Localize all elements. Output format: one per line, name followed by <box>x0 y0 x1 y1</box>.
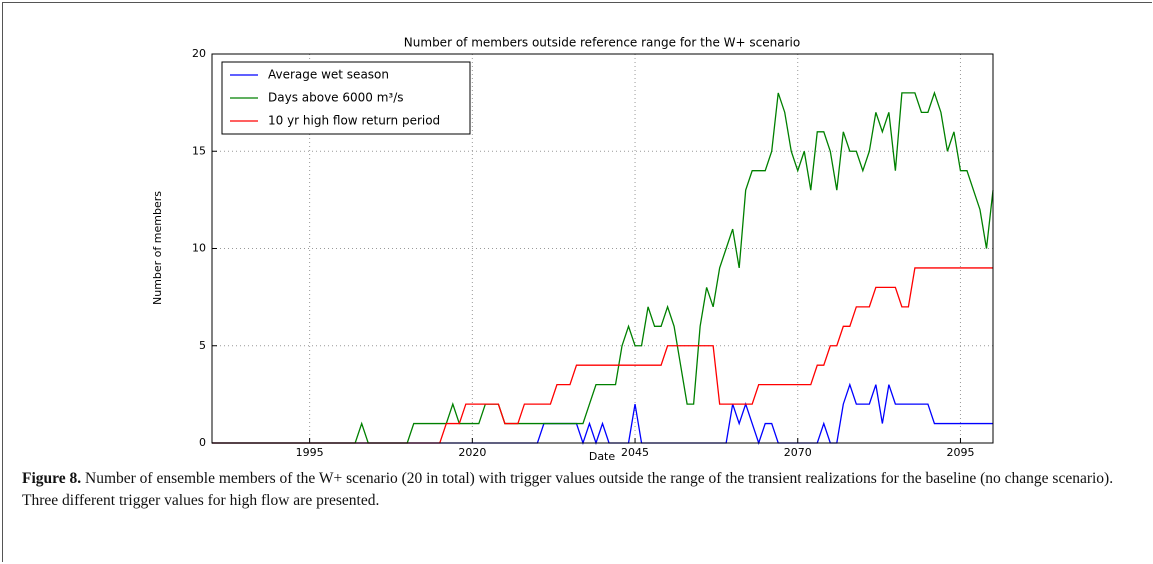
series-line <box>212 90 994 444</box>
series-line <box>212 267 993 444</box>
series-line <box>212 382 993 446</box>
legend-label: 10 yr high flow return period <box>268 114 440 128</box>
x-tick-label: 2070 <box>784 446 812 459</box>
plot-frame <box>211 53 994 444</box>
x-tick-label: 2095 <box>946 446 974 459</box>
y-tick-label: 10 <box>192 242 206 255</box>
chart-title: Number of members outside reference rang… <box>404 36 800 50</box>
y-tick-label: 5 <box>199 339 206 352</box>
x-tick-label: 1995 <box>296 446 324 459</box>
x-tick-label: 2045 <box>621 446 649 459</box>
legend-label: Days above 6000 m³/s <box>268 91 404 105</box>
y-axis-label: Number of members <box>151 191 164 305</box>
y-tick-label: 20 <box>192 47 206 60</box>
chart: Number of members outside reference rang… <box>151 36 994 463</box>
y-tick-label: 0 <box>199 436 206 449</box>
legend-box <box>221 61 471 135</box>
caption-label: Figure 8. <box>22 470 82 487</box>
x-tick-label: 2020 <box>458 446 486 459</box>
y-tick-label: 15 <box>192 144 206 157</box>
caption-text: Number of ensemble members of the W+ sce… <box>22 470 1114 509</box>
legend-label: Average wet season <box>268 68 389 82</box>
x-axis-label: Date <box>589 450 616 463</box>
caption: Figure 8. Number of ensemble members of … <box>22 468 1132 512</box>
